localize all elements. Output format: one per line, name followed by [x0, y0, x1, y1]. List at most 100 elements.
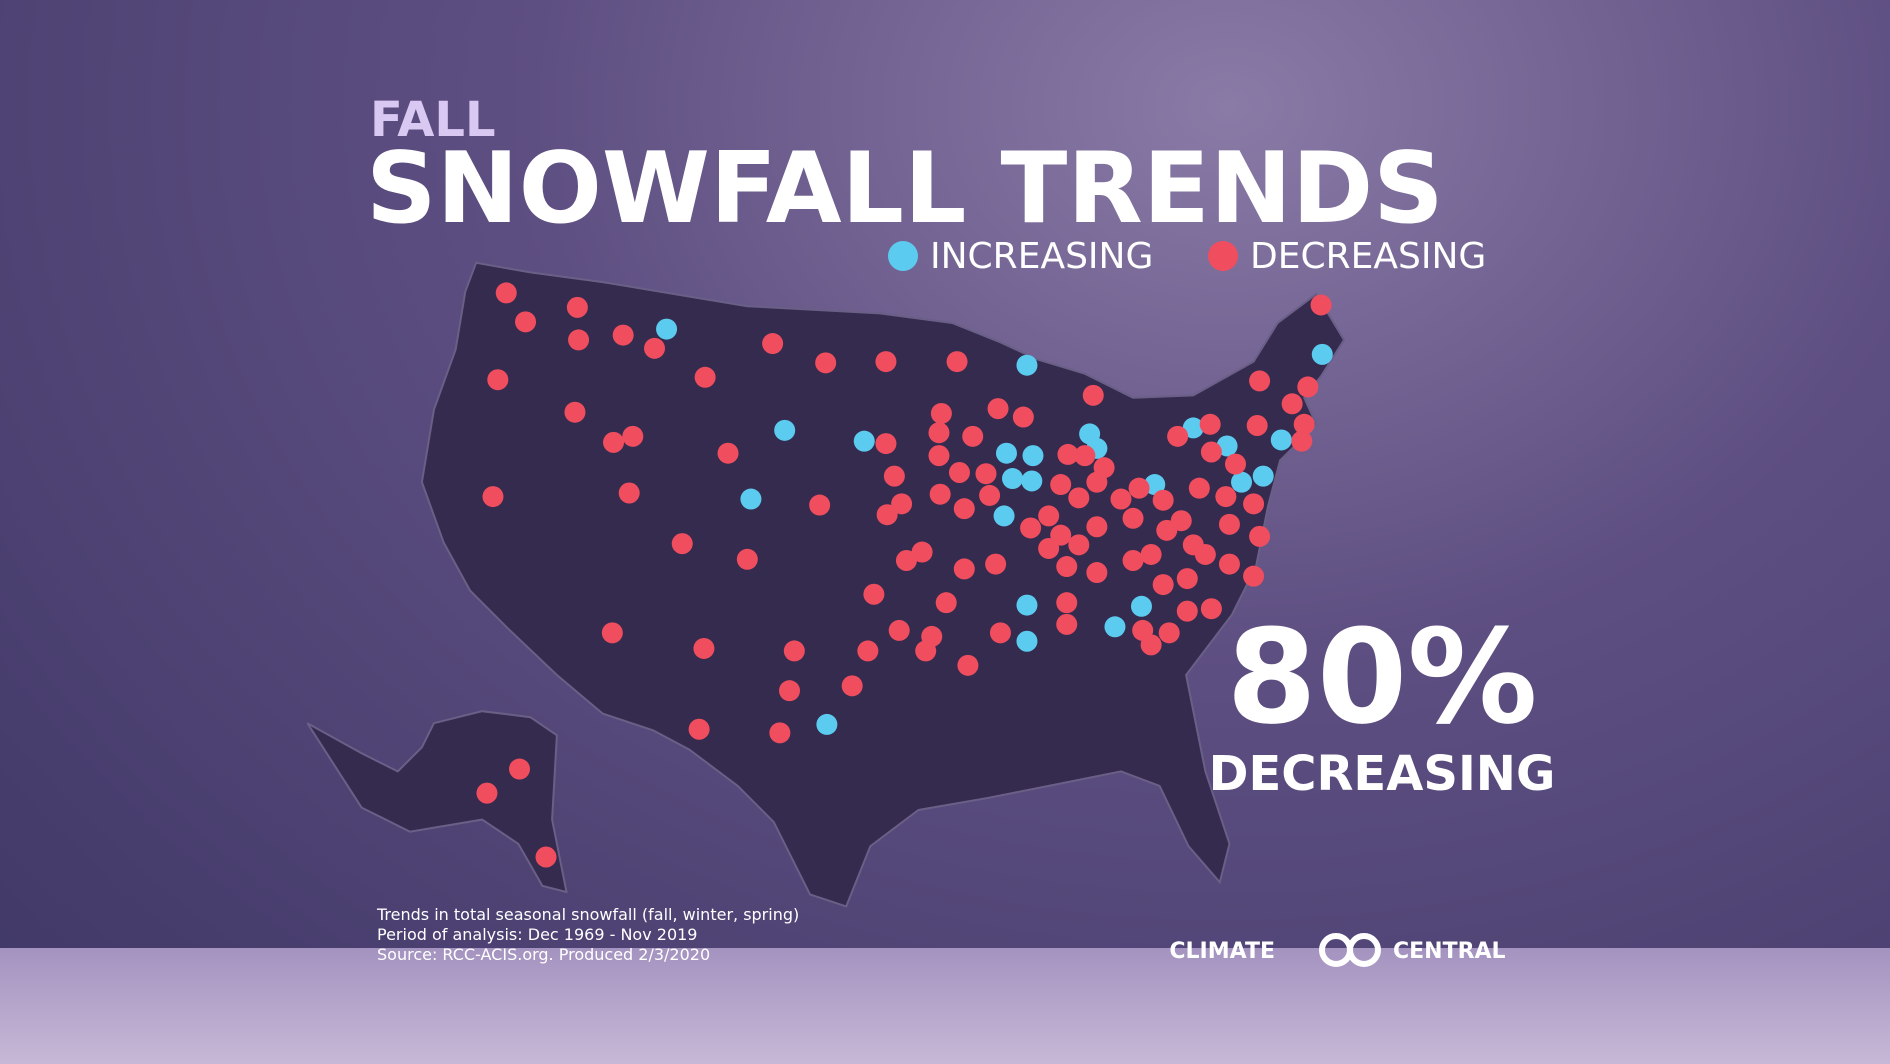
station-increasing [740, 488, 762, 510]
us-map [306, 261, 1346, 908]
station-decreasing [568, 329, 590, 351]
station-decreasing [1293, 413, 1315, 435]
station-increasing [1022, 445, 1044, 467]
station-decreasing [487, 369, 509, 391]
station-decreasing [1012, 406, 1034, 428]
station-decreasing [1182, 534, 1204, 556]
station-decreasing [985, 553, 1007, 575]
station-increasing [1311, 343, 1333, 365]
station-decreasing [1215, 486, 1237, 508]
station-decreasing [1156, 519, 1178, 541]
station-decreasing [1291, 430, 1313, 452]
station-decreasing [612, 324, 634, 346]
station-decreasing [762, 333, 784, 355]
station-decreasing [1158, 622, 1180, 644]
station-decreasing [1249, 525, 1271, 547]
station-decreasing [1086, 562, 1108, 584]
station-decreasing [1068, 534, 1090, 556]
station-increasing [1021, 470, 1043, 492]
station-decreasing [930, 402, 952, 424]
station-decreasing [688, 718, 710, 740]
station-decreasing [953, 498, 975, 520]
station-decreasing [783, 640, 805, 662]
alaska [306, 710, 568, 894]
station-decreasing [1200, 598, 1222, 620]
station-decreasing [891, 493, 913, 515]
title: SNOWFALL TRENDS [366, 132, 1444, 246]
station-decreasing [495, 282, 517, 304]
station-increasing [1016, 630, 1038, 652]
station-decreasing [1056, 556, 1078, 578]
station-decreasing [975, 463, 997, 485]
station-decreasing [566, 296, 588, 318]
station-increasing [656, 318, 678, 340]
station-decreasing [1110, 488, 1132, 510]
station-decreasing [622, 425, 644, 447]
station-decreasing [1086, 471, 1108, 493]
station-decreasing [1243, 493, 1265, 515]
footnote-line: Trends in total seasonal snowfall (fall,… [376, 905, 799, 924]
station-decreasing [1188, 477, 1210, 499]
station-decreasing [863, 583, 885, 605]
station-decreasing [1281, 393, 1303, 415]
station-decreasing [928, 445, 950, 467]
station-decreasing [1132, 619, 1154, 641]
station-decreasing [1038, 537, 1060, 559]
station-decreasing [1218, 513, 1240, 535]
station-decreasing [1082, 384, 1104, 406]
station-decreasing [1038, 505, 1060, 527]
station-decreasing [875, 433, 897, 455]
legend-label: DECREASING [1250, 236, 1486, 277]
station-decreasing [809, 494, 831, 516]
station-decreasing [717, 442, 739, 464]
station-increasing [816, 713, 838, 735]
station-decreasing [911, 541, 933, 563]
station-increasing [1252, 465, 1274, 487]
logo-mark [1319, 933, 1381, 967]
station-decreasing [694, 366, 716, 388]
station-decreasing [515, 311, 537, 333]
station-decreasing [779, 680, 801, 702]
station-decreasing [929, 483, 951, 505]
legend-swatch-increasing [888, 241, 918, 271]
station-increasing [1144, 474, 1166, 496]
station-decreasing [1200, 441, 1222, 463]
station-decreasing [815, 352, 837, 374]
contiguous-us [420, 261, 1346, 908]
station-decreasing [1056, 592, 1078, 614]
station-decreasing [895, 549, 917, 571]
station-decreasing [1218, 553, 1240, 575]
station-decreasing [888, 619, 910, 641]
station-decreasing [1122, 549, 1144, 571]
station-decreasing [1050, 474, 1072, 496]
bottom-band [0, 948, 1890, 1064]
station-decreasing [962, 425, 984, 447]
station-decreasing [857, 640, 879, 662]
station-decreasing [693, 637, 715, 659]
station-decreasing [564, 401, 586, 423]
station-decreasing [601, 622, 623, 644]
station-decreasing [1167, 425, 1189, 447]
station-decreasing [1050, 524, 1072, 546]
station-decreasing [1128, 477, 1150, 499]
station-decreasing [957, 654, 979, 676]
station-increasing [853, 430, 875, 452]
station-decreasing [979, 484, 1001, 506]
station-decreasing [1140, 543, 1162, 565]
station-decreasing [482, 486, 504, 508]
station-decreasing [1199, 413, 1221, 435]
footnote-line: Source: RCC-ACIS.org. Produced 2/3/2020 [377, 945, 710, 964]
station-decreasing [1086, 516, 1108, 538]
station-decreasing [1224, 453, 1246, 475]
station-decreasing [644, 337, 666, 359]
station-decreasing [535, 846, 557, 868]
station-decreasing [736, 548, 758, 570]
station-decreasing [1176, 600, 1198, 622]
station-increasing [1270, 429, 1292, 451]
logo-text: CENTRAL [1393, 939, 1506, 964]
station-decreasing [1068, 487, 1090, 509]
station-decreasing [987, 398, 1009, 420]
station-decreasing [928, 422, 950, 444]
station-decreasing [876, 504, 898, 526]
